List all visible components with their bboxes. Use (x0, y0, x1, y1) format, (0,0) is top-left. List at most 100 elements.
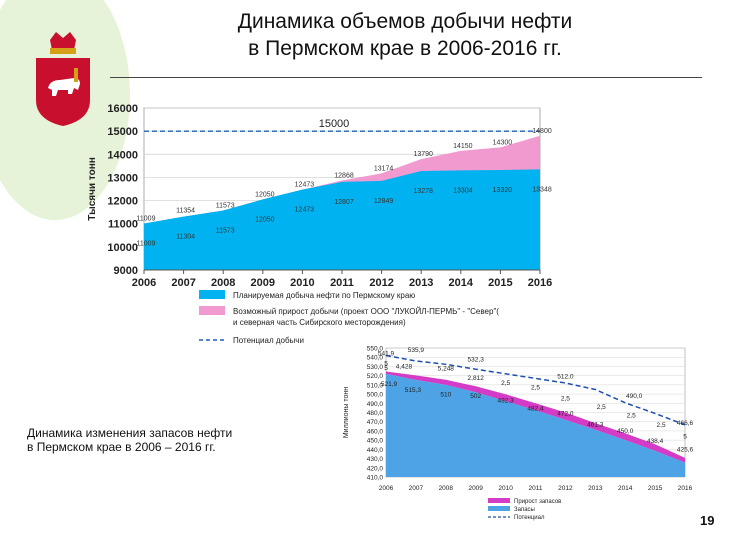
caption-line-2: в Пермском крае в 2006 – 2016 гг. (27, 440, 216, 454)
data-label: 11573 (216, 202, 235, 209)
data-label: 13304 (453, 187, 473, 194)
legend-swatch-growth (488, 498, 510, 503)
data-label: 521,9 (381, 381, 398, 388)
y-tick-label: 13000 (107, 172, 138, 184)
caption-line-1: Динамика изменения запасов нефти (27, 426, 233, 440)
y-tick-label: 470,0 (367, 419, 384, 426)
data-label: 490,0 (626, 393, 643, 400)
x-tick-label: 2010 (498, 485, 513, 492)
oil-production-chart: 9000 10000 11000 12000 13000 14000 15000 16000 Т… (87, 103, 552, 345)
data-label: 532,3 (468, 356, 485, 363)
legend-swatch-possible (199, 306, 225, 315)
x-tick-label: 2013 (588, 485, 603, 492)
y-tick-label: 420,0 (367, 465, 384, 472)
series-area-reserves (386, 373, 685, 477)
y-tick-label: 16000 (107, 103, 138, 115)
x-tick-label: 2011 (529, 485, 543, 492)
y-tick-label: 480,0 (367, 410, 384, 417)
title-line-2: в Пермском крае в 2006-2016 гг. (248, 37, 562, 60)
title-line-1: Динамика объемов добычи нефти (237, 10, 573, 33)
x-tick-label: 2009 (251, 277, 275, 289)
x-tick-label: 2006 (132, 277, 156, 289)
data-label: 461,3 (587, 421, 604, 428)
x-tick-label: 2016 (528, 277, 552, 289)
data-label: 2,5 (531, 384, 540, 391)
data-label: 12849 (374, 198, 394, 205)
data-label: 2,812 (468, 375, 485, 382)
data-label: 11573 (216, 227, 235, 234)
page-title: Динамика объемов добычи нефти в Пермском… (190, 8, 620, 62)
data-label: 2,5 (597, 404, 606, 411)
y-tick-label: 500,0 (367, 392, 384, 399)
x-tick-label: 2012 (369, 277, 393, 289)
legend-label-potential: Потенциал добычи (233, 336, 304, 345)
x-tick-label: 2008 (211, 277, 235, 289)
data-label: 425,6 (677, 447, 694, 454)
legend-label-possible-2: и северная часть Сибирского месторождени… (233, 318, 406, 327)
x-tick-label: 2016 (678, 485, 693, 492)
y-tick-label: 450,0 (367, 438, 384, 445)
data-label: 2,5 (657, 422, 666, 429)
page-number: 19 (700, 513, 715, 528)
data-label: 5 (384, 365, 388, 372)
data-label: 438,4 (647, 438, 664, 445)
y-tick-label: 510,0 (367, 382, 384, 389)
data-label: 12050 (255, 216, 275, 223)
data-label: 14150 (453, 143, 473, 150)
y-tick-label: 9000 (114, 265, 138, 277)
reserves-caption: Динамика изменения запасов нефти в Пермс… (27, 426, 232, 454)
title-underline (110, 77, 702, 78)
data-label: 13278 (413, 188, 433, 195)
legend-label-reserves: Запасы (514, 507, 535, 513)
data-label: 4,428 (396, 364, 413, 371)
data-label: 12473 (295, 182, 315, 189)
data-label: 11009 (137, 241, 156, 248)
data-label: 2,5 (627, 413, 636, 420)
y-tick-label: 430,0 (367, 456, 384, 463)
data-label: 12807 (334, 199, 354, 206)
data-label: 450,0 (617, 428, 634, 435)
x-tick-label: 2006 (379, 485, 394, 492)
x-tick-label: 2015 (488, 277, 512, 289)
data-label: 515,3 (405, 387, 422, 394)
x-tick-label: 2011 (330, 277, 354, 289)
y-tick-label: 520,0 (367, 373, 384, 380)
y-axis-label: Тысячи тонн (87, 157, 98, 221)
legend-swatch-reserves (488, 506, 510, 511)
data-label: 5,248 (438, 366, 455, 373)
data-label: 14300 (493, 139, 513, 146)
x-tick-label: 2007 (409, 485, 424, 492)
x-tick-label: 2007 (171, 277, 195, 289)
data-label: 2,5 (501, 380, 510, 387)
data-label: 535,9 (408, 347, 425, 354)
y-tick-label: 12000 (107, 196, 138, 208)
data-label: 13320 (493, 187, 513, 194)
y-tick-label: 530,0 (367, 364, 384, 371)
data-label: 13790 (413, 151, 433, 158)
data-label: 502 (470, 393, 481, 400)
data-label: 492,3 (497, 397, 514, 404)
y-tick-label: 460,0 (367, 428, 384, 435)
data-label: 12868 (334, 172, 354, 179)
data-label: 13174 (374, 165, 394, 172)
data-label: 472,0 (557, 411, 574, 418)
x-tick-label: 2009 (468, 485, 483, 492)
data-label: 510 (440, 391, 451, 398)
y-tick-label: 10000 (107, 242, 138, 254)
legend-swatch-planned (199, 290, 225, 299)
legend-label-growth: Прирост запасов (514, 499, 561, 505)
y-tick-label: 490,0 (367, 401, 384, 408)
data-label: 5 (384, 361, 388, 368)
data-label: 12050 (255, 191, 275, 198)
data-label: 11304 (176, 234, 195, 241)
y-tick-label: 15000 (107, 126, 138, 138)
data-label: 13348 (532, 186, 552, 193)
x-tick-label: 2014 (449, 277, 474, 289)
legend-label-planned: Планируемая добыча нефти по Пермскому кр… (233, 291, 415, 300)
legend-label-potential: Потенциал (514, 515, 545, 521)
data-label: 11009 (137, 216, 156, 223)
data-label: 541,9 (378, 350, 395, 357)
y-tick-label: 540,0 (367, 355, 384, 362)
oil-reserves-chart: 410,0 420,0 430,0 440,0 450,0 460,0 470,0 480,0… (343, 346, 694, 522)
data-label: 512,0 (557, 373, 574, 380)
